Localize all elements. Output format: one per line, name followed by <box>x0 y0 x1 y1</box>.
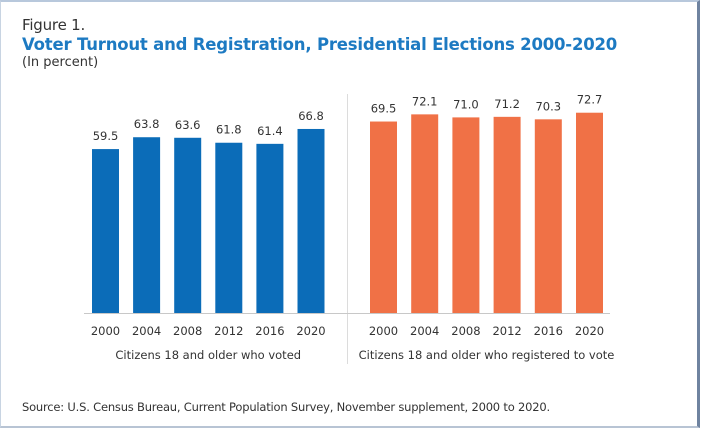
bar-2008 <box>452 117 480 314</box>
x-tick-label: 2016 <box>534 324 563 338</box>
bar-2020 <box>297 128 325 313</box>
data-label: 61.4 <box>257 124 283 138</box>
chart-title: Voter Turnout and Registration, Presiden… <box>22 35 618 54</box>
bar-2008 <box>174 137 202 313</box>
data-label: 63.6 <box>175 118 201 132</box>
bar-2012 <box>215 142 243 313</box>
chart-subtitle: (In percent) <box>22 55 99 70</box>
x-tick-label: 2008 <box>173 324 202 338</box>
bar-2012 <box>493 116 521 314</box>
x-tick-label: 2020 <box>575 324 604 338</box>
bar-2016 <box>534 119 562 313</box>
figure-label: Figure 1. <box>22 16 86 34</box>
data-label: 71.2 <box>494 97 520 111</box>
data-label: 63.8 <box>134 117 160 131</box>
x-tick-label: 2004 <box>132 324 161 338</box>
panel-label: Citizens 18 and older who registered to … <box>359 348 615 362</box>
x-tick-label: 2020 <box>296 324 325 338</box>
panel-label: Citizens 18 and older who voted <box>115 348 301 362</box>
bar-2004 <box>411 114 439 313</box>
data-label: 72.1 <box>412 94 438 108</box>
data-label: 72.7 <box>577 93 603 107</box>
x-tick-label: 2008 <box>451 324 480 338</box>
x-tick-label: 2000 <box>91 324 120 338</box>
panel-registered: 69.5 2000 72.1 2004 71.0 2008 71.2 2012 70.3 2016… <box>347 93 614 362</box>
bar-2000 <box>92 149 119 313</box>
bar-2000 <box>370 121 397 313</box>
x-tick-label: 2000 <box>369 324 398 338</box>
x-tick-label: 2004 <box>410 324 439 338</box>
source-note: Source: U.S. Census Bureau, Current Popu… <box>22 400 550 414</box>
bar-2020 <box>576 112 603 313</box>
panel-voted: 59.5 2000 63.8 2004 63.6 2008 61.8 2012 61.4 2016… <box>84 109 347 362</box>
data-label: 66.8 <box>298 109 324 123</box>
data-label: 69.5 <box>371 102 397 116</box>
x-tick-label: 2012 <box>214 324 243 338</box>
data-label: 61.8 <box>216 123 242 137</box>
x-tick-label: 2012 <box>492 324 521 338</box>
bar-2004 <box>133 137 161 313</box>
bar-2016 <box>256 143 284 313</box>
data-label: 71.0 <box>453 97 479 111</box>
data-label: 70.3 <box>535 99 561 113</box>
x-tick-label: 2016 <box>255 324 284 338</box>
data-label: 59.5 <box>93 129 119 143</box>
